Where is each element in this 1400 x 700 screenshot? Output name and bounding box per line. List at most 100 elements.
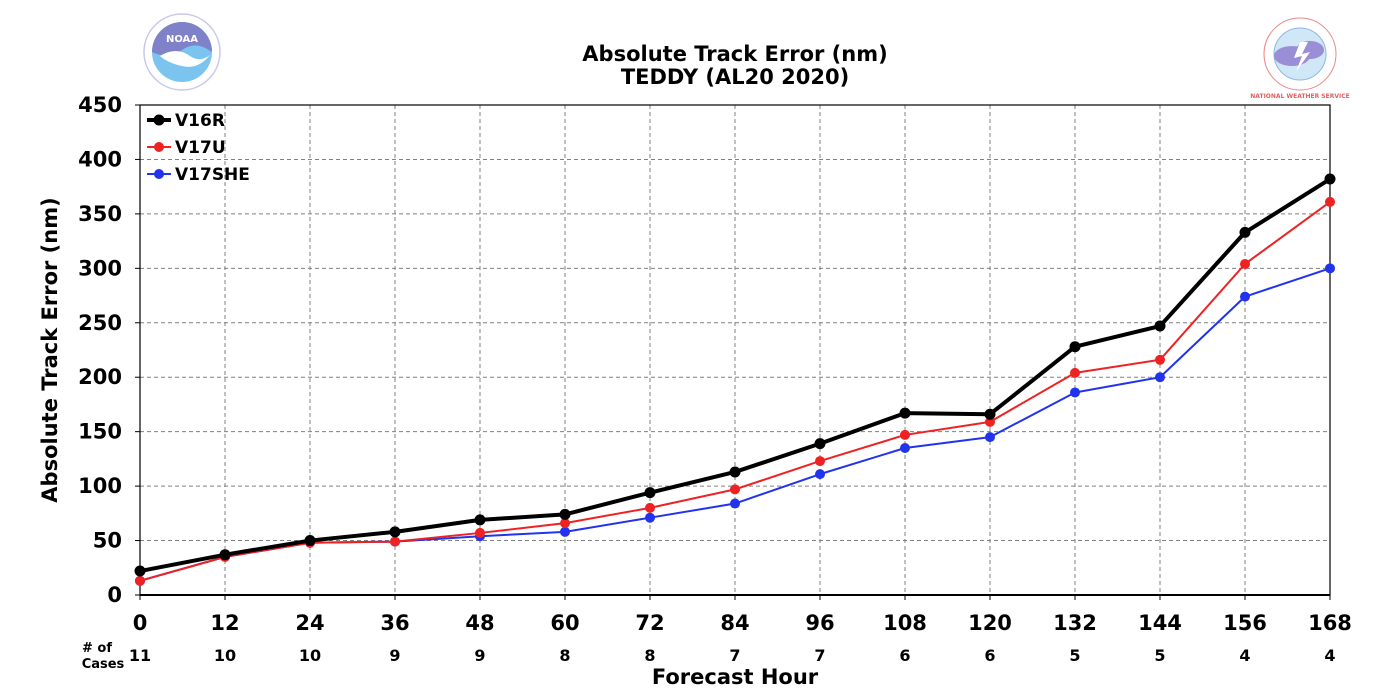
data-point [1155,354,1165,365]
case-count: 5 [1154,646,1165,665]
data-point [644,487,656,499]
data-point [135,575,145,586]
y-axis-label: Absolute Track Error (nm) [38,197,62,502]
data-point [900,429,910,440]
legend: V16R V17U V17SHE [147,111,250,185]
case-count: 5 [1069,646,1080,665]
case-count: 8 [559,646,570,665]
x-tick-label: 12 [210,611,239,635]
x-tick-label: 168 [1308,611,1352,635]
x-tick-label: 36 [380,611,409,635]
data-point [1324,173,1336,185]
data-point [474,514,486,526]
x-tick-label: 144 [1138,611,1182,635]
y-axis-ticks: 0 50 100 150 200 250 300 350 400 450 [78,93,140,607]
case-count: 11 [129,646,151,665]
legend-swatch-marker [154,142,164,152]
data-point [1069,341,1081,353]
series [134,173,1336,586]
case-count: 9 [389,646,400,665]
data-point [645,512,655,523]
data-point [134,565,146,577]
y-tick-label: 400 [78,147,122,171]
x-tick-label: 0 [133,611,148,635]
x-axis-label: Forecast Hour [652,665,819,689]
case-counts: 11 10 10 9 9 8 8 7 7 6 6 5 5 4 4 [129,646,1336,665]
series-v16r [134,173,1336,577]
y-tick-label: 350 [78,202,122,226]
chart-subtitle: TEDDY (AL20 2020) [621,65,849,89]
x-tick-label: 24 [295,611,324,635]
data-point [1070,367,1080,378]
cases-label-line1: # of [82,641,112,656]
data-point [1155,372,1165,383]
legend-item: V17U [147,138,226,158]
legend-label: V16R [175,111,225,131]
y-tick-label: 50 [93,529,122,553]
data-point [1239,226,1251,238]
y-tick-label: 100 [78,474,122,498]
data-point [985,432,995,443]
y-tick-label: 250 [78,311,122,335]
case-count: 4 [1239,646,1250,665]
case-count: 7 [814,646,825,665]
cases-label-line2: Cases [82,657,125,672]
x-axis-ticks: 0 12 24 36 48 60 72 84 96 108 120 132 144 156 168 [133,595,1352,635]
case-count: 8 [644,646,655,665]
y-tick-label: 450 [78,93,122,117]
x-tick-label: 96 [805,611,834,635]
data-point [389,526,401,538]
nws-logo: NATIONAL WEATHER SERVICE [1250,17,1350,100]
data-point [730,484,740,495]
legend-item: V17SHE [147,165,250,185]
data-point [1240,258,1250,269]
x-tick-label: 48 [465,611,494,635]
data-point [219,549,231,561]
case-count: 10 [299,646,321,665]
data-point [815,469,825,480]
data-point [560,518,570,529]
legend-label: V17U [175,138,226,158]
data-point [560,526,570,537]
case-count: 9 [474,646,485,665]
data-point [475,527,485,538]
data-point [1154,320,1166,332]
y-tick-label: 0 [107,583,122,607]
legend-label: V17SHE [175,165,250,185]
case-count: 10 [214,646,236,665]
x-tick-label: 60 [550,611,579,635]
x-tick-label: 120 [968,611,1012,635]
nws-logo-text: NATIONAL WEATHER SERVICE [1250,93,1349,100]
data-point [985,416,995,427]
legend-swatch-marker [153,114,165,126]
noaa-logo-text: NOAA [166,34,198,45]
data-point [1070,387,1080,398]
y-tick-label: 150 [78,420,122,444]
data-point [645,502,655,513]
data-point [304,535,316,547]
series-line [139,201,1331,582]
data-point [729,466,741,478]
legend-item: V16R [147,111,225,131]
data-point [1325,263,1335,274]
x-tick-label: 84 [720,611,749,635]
y-tick-label: 300 [78,256,122,280]
data-point [815,456,825,467]
noaa-logo: NOAA [143,13,221,91]
x-tick-label: 132 [1053,611,1097,635]
data-point [899,407,911,419]
data-point [900,443,910,453]
legend-swatch-marker [154,169,164,179]
case-count: 7 [729,646,740,665]
grid [140,105,1330,595]
data-point [390,536,400,547]
chart-title: Absolute Track Error (nm) [582,42,887,66]
data-point [1325,196,1335,207]
x-tick-label: 72 [635,611,664,635]
data-point [559,508,571,520]
data-point [1240,291,1250,302]
case-count: 6 [899,646,910,665]
y-tick-label: 200 [78,365,122,389]
case-count: 6 [984,646,995,665]
